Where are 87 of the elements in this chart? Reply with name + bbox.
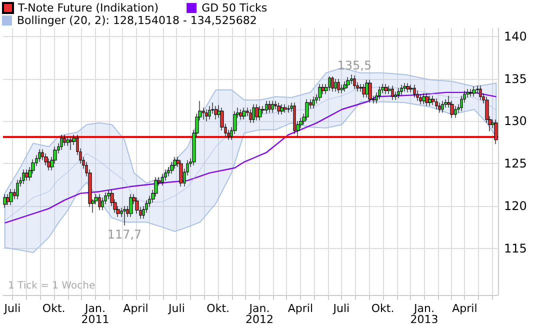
annotation: 117,7 [107, 227, 142, 242]
candlestick [400, 84, 403, 96]
candlestick [428, 96, 432, 106]
candlestick [22, 169, 25, 184]
candlestick [318, 84, 322, 102]
candlestick [280, 104, 284, 115]
candlestick [258, 106, 262, 121]
candlestick [161, 173, 164, 186]
legend-label: GD 50 Ticks [202, 2, 268, 14]
candlestick [305, 98, 309, 121]
candlestick [239, 109, 243, 120]
candlestick [362, 84, 366, 98]
y-tick-label: 130 [504, 114, 527, 128]
candlestick [271, 100, 274, 114]
candlestick [337, 78, 340, 94]
candlestick [328, 76, 331, 92]
candlestick [353, 75, 356, 90]
candlestick [331, 76, 334, 92]
candlestick [438, 102, 441, 114]
candlestick [205, 109, 208, 122]
candlestick [425, 92, 429, 106]
candlestick [66, 136, 70, 146]
legend-label: Bollinger (20, 2): 128,154018 - 134,525682 [17, 14, 257, 27]
candlestick [69, 136, 73, 150]
candlestick [214, 106, 218, 120]
candlestick [441, 100, 444, 114]
candlestick [123, 206, 126, 226]
candlestick [98, 194, 101, 211]
y-tick-label: 120 [504, 199, 527, 213]
annotation: 135,5 [337, 58, 372, 73]
candlestick [9, 188, 13, 206]
candlestick [208, 106, 211, 120]
candlestick [334, 78, 337, 92]
candlestick [469, 88, 473, 97]
candlestick [419, 94, 422, 105]
x-tick-label: Jan. 2013 [410, 302, 438, 326]
x-tick-label: Okt. [206, 302, 230, 315]
candlestick [252, 104, 255, 124]
x-tick-label: April [288, 302, 314, 315]
candlestick [435, 98, 438, 110]
x-tick-label: Juli [332, 302, 350, 315]
candlestick [479, 85, 482, 100]
y-tick-label: 135 [504, 72, 527, 86]
candlestick [422, 92, 426, 105]
candlestick [60, 134, 63, 150]
candlestick [384, 84, 388, 94]
candlestick [277, 102, 281, 115]
candlestick [265, 100, 268, 114]
x-tick-label: Juli [3, 302, 21, 315]
candlestick [16, 179, 19, 200]
y-tick-label: 125 [504, 156, 527, 171]
candlestick [403, 82, 407, 92]
candlestick [346, 76, 350, 88]
candlestick [129, 194, 133, 218]
candlestick [25, 169, 29, 181]
x-tick-label: Jan. 2011 [81, 302, 110, 326]
candlestick [494, 119, 498, 144]
x-tick-label: Juli [168, 302, 185, 315]
candlestick [179, 160, 183, 187]
candlestick [287, 104, 290, 114]
candlestick [255, 104, 259, 121]
y-tick-label: 140 [504, 29, 527, 44]
x-tick-label: Okt. [42, 302, 66, 315]
candlestick [378, 86, 381, 100]
candlestick [268, 100, 271, 114]
x-tick-label: Jan. 2012 [246, 302, 274, 326]
candlestick [343, 81, 347, 92]
candlestick [472, 86, 476, 97]
candlestick [391, 85, 394, 100]
x-tick-label: April [452, 302, 478, 315]
candlestick [397, 88, 400, 99]
annotation: 1 Tick = 1 Woche [8, 280, 96, 292]
x-tick-label: Okt. [371, 302, 394, 315]
x-tick-label: April [123, 302, 148, 315]
candlestick [406, 82, 410, 93]
legend-label: T-Note Future (Indikation) [17, 2, 159, 14]
y-tick-label: 115 [504, 241, 527, 256]
candlestick [368, 79, 372, 103]
candlestick [63, 134, 66, 146]
candlestick [242, 107, 246, 120]
candlestick [38, 148, 41, 162]
candlestick [431, 96, 435, 106]
candlestick [293, 102, 296, 134]
candlestick [312, 96, 315, 109]
candlestick [413, 84, 416, 98]
candlestick [283, 104, 287, 114]
candlestick [3, 194, 7, 208]
